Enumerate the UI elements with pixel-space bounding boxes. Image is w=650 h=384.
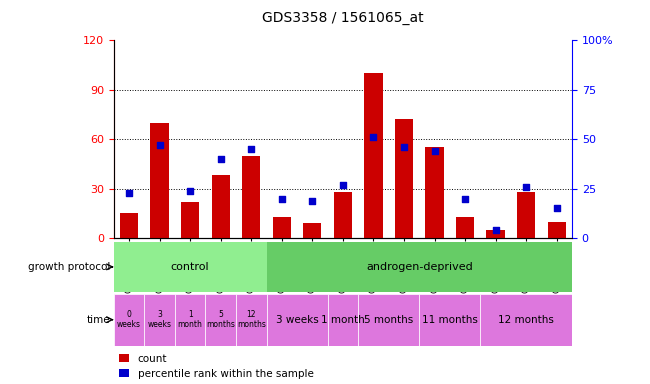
Bar (150, 123, 169, 238)
Bar (144, 294, 175, 346)
Bar (266, 294, 328, 346)
Bar (303, 223, 322, 238)
Bar (456, 217, 474, 238)
Point (430, 148, 440, 154)
Text: 5 months: 5 months (364, 314, 413, 325)
Bar (328, 294, 358, 346)
Point (307, 197, 318, 204)
Point (246, 146, 256, 152)
Bar (480, 294, 572, 346)
Bar (358, 294, 419, 346)
Bar (205, 294, 236, 346)
Point (491, 227, 501, 233)
Text: 12 months: 12 months (499, 314, 554, 325)
Text: 1
month: 1 month (177, 310, 203, 329)
Bar (175, 294, 205, 346)
Point (155, 142, 165, 148)
Point (276, 195, 287, 202)
Point (216, 156, 226, 162)
Text: 3
weeks: 3 weeks (148, 310, 172, 329)
Bar (266, 242, 572, 292)
Text: 1 month: 1 month (321, 314, 365, 325)
Point (124, 190, 134, 196)
Text: 12
months: 12 months (237, 310, 266, 329)
Text: androgen-deprived: androgen-deprived (366, 262, 473, 272)
Bar (547, 222, 566, 238)
Point (399, 144, 410, 150)
Bar (364, 73, 383, 238)
Point (369, 134, 379, 140)
Point (552, 205, 562, 212)
Bar (181, 202, 200, 238)
Bar (517, 192, 536, 238)
Text: GDS3358 / 1561065_at: GDS3358 / 1561065_at (262, 11, 424, 25)
Bar (272, 217, 291, 238)
Text: 5
months: 5 months (206, 310, 235, 329)
Bar (395, 119, 413, 238)
Bar (120, 214, 138, 238)
Bar (114, 242, 266, 292)
Text: 11 months: 11 months (422, 314, 478, 325)
Text: 0
weeks: 0 weeks (117, 310, 141, 329)
Bar (211, 175, 230, 238)
Bar (419, 294, 480, 346)
Bar (236, 294, 266, 346)
Point (338, 182, 348, 188)
Text: time: time (87, 314, 111, 325)
Point (521, 184, 532, 190)
Text: control: control (171, 262, 209, 272)
Text: 3 weeks: 3 weeks (276, 314, 318, 325)
Legend: count, percentile rank within the sample: count, percentile rank within the sample (119, 354, 313, 379)
Point (460, 195, 471, 202)
Point (185, 187, 195, 194)
Bar (486, 230, 505, 238)
Bar (242, 156, 261, 238)
Text: growth protocol: growth protocol (29, 262, 110, 272)
Bar (333, 192, 352, 238)
Bar (114, 294, 144, 346)
Bar (425, 147, 444, 238)
